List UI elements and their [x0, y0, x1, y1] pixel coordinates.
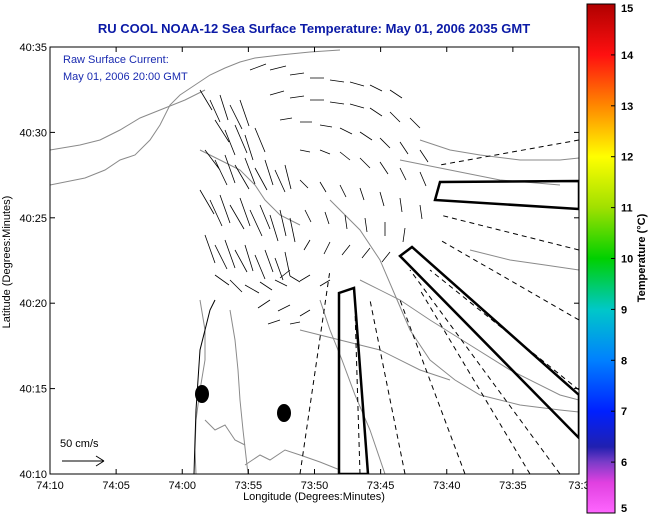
- y-tick-label: 40:25: [19, 213, 47, 225]
- x-tick-label: 74:10: [36, 480, 64, 492]
- figure-title: RU COOL NOAA-12 Sea Surface Temperature:…: [98, 21, 530, 36]
- y-axis-label: Latitude (Degrees:Minutes): [1, 196, 13, 329]
- y-tick-label: 40:30: [19, 127, 47, 139]
- colorbar-tick-label: 14: [621, 50, 634, 62]
- colorbar-tick-label: 13: [621, 101, 633, 113]
- x-axis-label: Longitude (Degrees:Minutes): [243, 491, 385, 503]
- colorbar-tick-label: 7: [621, 406, 627, 418]
- current-annotation-title: Raw Surface Current:: [63, 54, 169, 66]
- surface-current-vectors: [199, 63, 429, 325]
- y-tick-label: 40:35: [19, 42, 47, 54]
- colorbar-tick-label: 15: [621, 3, 633, 15]
- y-tick-label: 40:15: [19, 384, 47, 396]
- x-tick-label: 73:55: [235, 480, 263, 492]
- x-tick-label: 73:3: [568, 480, 589, 492]
- colorbar-tick-label: 6: [621, 457, 627, 469]
- temperature-colorbar: 15 14 13 12 11 10 9 8 7 6 5 Temperature (°C): [586, 3, 648, 515]
- colorbar-tick-label: 11: [621, 203, 633, 215]
- coastline: [193, 299, 216, 474]
- x-tick-label: 73:35: [499, 480, 527, 492]
- x-axis-ticks: 74:10 74:05 74:00 73:55 73:50 73:45 73:40 73:35…: [36, 47, 590, 492]
- map-plot-area: Raw Surface Current: May 01, 2006 20:00 …: [49, 46, 580, 475]
- hf-radar-beam-lines: [299, 139, 579, 474]
- colorbar-tick-label: 12: [621, 152, 633, 164]
- y-tick-label: 40:10: [19, 469, 47, 481]
- x-tick-label: 73:50: [301, 480, 329, 492]
- current-annotation-date: May 01, 2006 20:00 GMT: [63, 71, 188, 83]
- colorbar-tick-label: 8: [621, 355, 627, 367]
- colorbar-label: Temperature (°C): [636, 213, 648, 302]
- scale-label: 50 cm/s: [60, 438, 99, 450]
- y-tick-label: 40:20: [19, 298, 47, 310]
- radar-beam-outlines: [337, 179, 579, 474]
- x-tick-label: 74:00: [168, 480, 196, 492]
- land-feature-spot: [277, 404, 291, 422]
- colorbar-tick-label: 5: [621, 503, 627, 515]
- current-scale-arrow: [62, 455, 105, 467]
- land-feature-spot: [195, 385, 209, 403]
- x-tick-label: 73:45: [367, 480, 395, 492]
- colorbar-tick-label: 9: [621, 304, 627, 316]
- colorbar-tick-label: 10: [621, 254, 633, 266]
- x-tick-label: 73:40: [433, 480, 461, 492]
- y-axis-ticks: 40:35 40:30 40:25 40:20 40:15 40:10: [19, 42, 579, 481]
- x-tick-label: 74:05: [102, 480, 130, 492]
